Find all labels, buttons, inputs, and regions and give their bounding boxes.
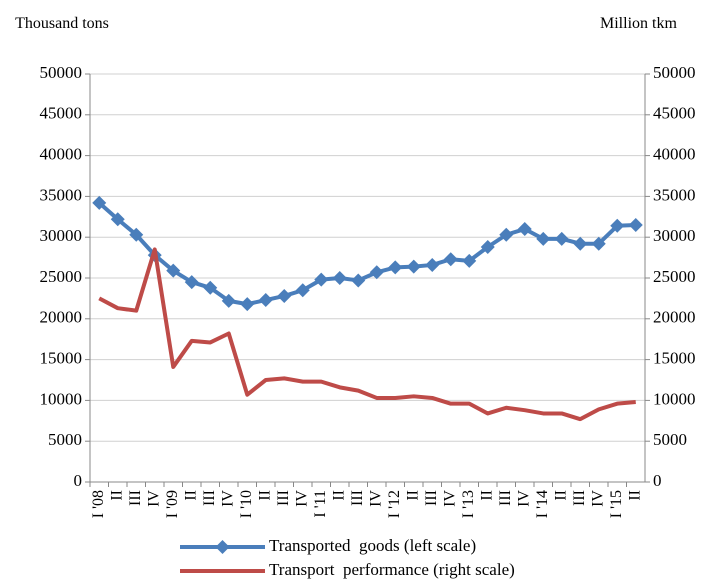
x-tick-label: II	[108, 490, 125, 501]
y2-tick-label: 5000	[653, 430, 687, 449]
marker	[573, 236, 588, 251]
marker	[462, 253, 477, 268]
marker	[610, 218, 625, 233]
x-tick-label: IV	[441, 490, 458, 507]
y-tick-label: 10000	[40, 389, 83, 408]
y-tick-label: 50000	[40, 63, 83, 82]
y-tick-label: 20000	[40, 308, 83, 327]
y2-tick-label: 15000	[653, 349, 696, 368]
x-tick-label: IV	[589, 490, 606, 507]
marker	[406, 259, 421, 274]
x-tick-label: I '09	[164, 490, 181, 518]
marker	[351, 273, 366, 288]
series-line	[97, 201, 636, 307]
marker	[536, 231, 551, 246]
marker	[314, 272, 329, 287]
y-tick-label: 35000	[40, 185, 83, 204]
y2-tick-label: 20000	[653, 308, 696, 327]
series-line	[98, 247, 636, 422]
y-tick-label: 45000	[40, 104, 83, 123]
marker	[295, 283, 310, 298]
marker	[277, 288, 292, 303]
marker	[332, 271, 347, 285]
marker	[166, 263, 181, 278]
marker	[443, 252, 458, 267]
x-tick-label: III	[127, 490, 144, 506]
x-tick-label: II	[552, 490, 569, 501]
marker	[184, 275, 199, 290]
x-tick-label: II	[330, 490, 347, 501]
x-tick-label: IV	[219, 490, 236, 507]
x-tick-label: III	[497, 490, 514, 506]
y2-tick-label: 35000	[653, 185, 696, 204]
y2-tick-label: 40000	[653, 145, 696, 164]
x-tick-label: I '12	[386, 490, 403, 518]
x-tick-label: III	[423, 490, 440, 506]
marker	[388, 260, 403, 275]
marker	[129, 227, 144, 242]
y2-tick-label: 45000	[653, 104, 696, 123]
marker	[425, 257, 440, 272]
y2-tick-label: 0	[653, 471, 662, 490]
marker	[110, 212, 125, 227]
x-tick-label: III	[201, 490, 218, 506]
y2-tick-label: 10000	[653, 389, 696, 408]
x-tick-label: III	[571, 490, 588, 506]
x-tick-label: I '13	[460, 490, 477, 518]
legend-label: Transport performance (right scale)	[269, 560, 515, 579]
marker	[628, 217, 643, 232]
y-tick-label: 5000	[48, 430, 82, 449]
y-tick-label: 40000	[40, 145, 83, 164]
x-tick-label: III	[275, 490, 292, 506]
x-tick-label: IV	[367, 490, 384, 507]
y-tick-label: 25000	[40, 267, 83, 286]
y-axis-label: Thousand tons	[15, 15, 109, 32]
x-tick-label: II	[478, 490, 495, 501]
marker	[203, 280, 218, 295]
x-tick-label: II	[626, 490, 643, 501]
x-tick-label: II	[256, 490, 273, 501]
y2-tick-label: 30000	[653, 226, 696, 245]
marker	[591, 236, 606, 251]
marker	[480, 239, 495, 254]
marker	[240, 297, 255, 312]
marker	[499, 227, 514, 242]
y2-tick-label: 25000	[653, 267, 696, 286]
marker	[258, 293, 273, 308]
y2-axis-label: Million tkm	[600, 15, 677, 32]
x-tick-label: I '08	[90, 490, 107, 518]
marker	[221, 293, 236, 308]
marker	[517, 222, 532, 237]
marker	[92, 195, 107, 210]
x-tick-label: IV	[293, 490, 310, 507]
x-tick-label: I '11	[312, 490, 329, 518]
legend-label: Transported goods (left scale)	[269, 536, 476, 555]
x-tick-label: II	[182, 490, 199, 501]
x-tick-label: III	[349, 490, 366, 506]
x-tick-label: II	[404, 490, 421, 501]
y-tick-label: 0	[74, 471, 83, 490]
marker	[554, 231, 569, 246]
marker	[369, 265, 384, 280]
x-tick-label: I '14	[534, 490, 551, 518]
x-tick-label: I '10	[238, 490, 255, 518]
legend-marker	[215, 540, 230, 554]
y-tick-label: 15000	[40, 349, 83, 368]
y-tick-label: 30000	[40, 226, 83, 245]
y2-tick-label: 50000	[653, 63, 696, 82]
x-tick-label: I '15	[608, 490, 625, 518]
x-tick-label: IV	[515, 490, 532, 507]
x-tick-label: IV	[145, 490, 162, 507]
